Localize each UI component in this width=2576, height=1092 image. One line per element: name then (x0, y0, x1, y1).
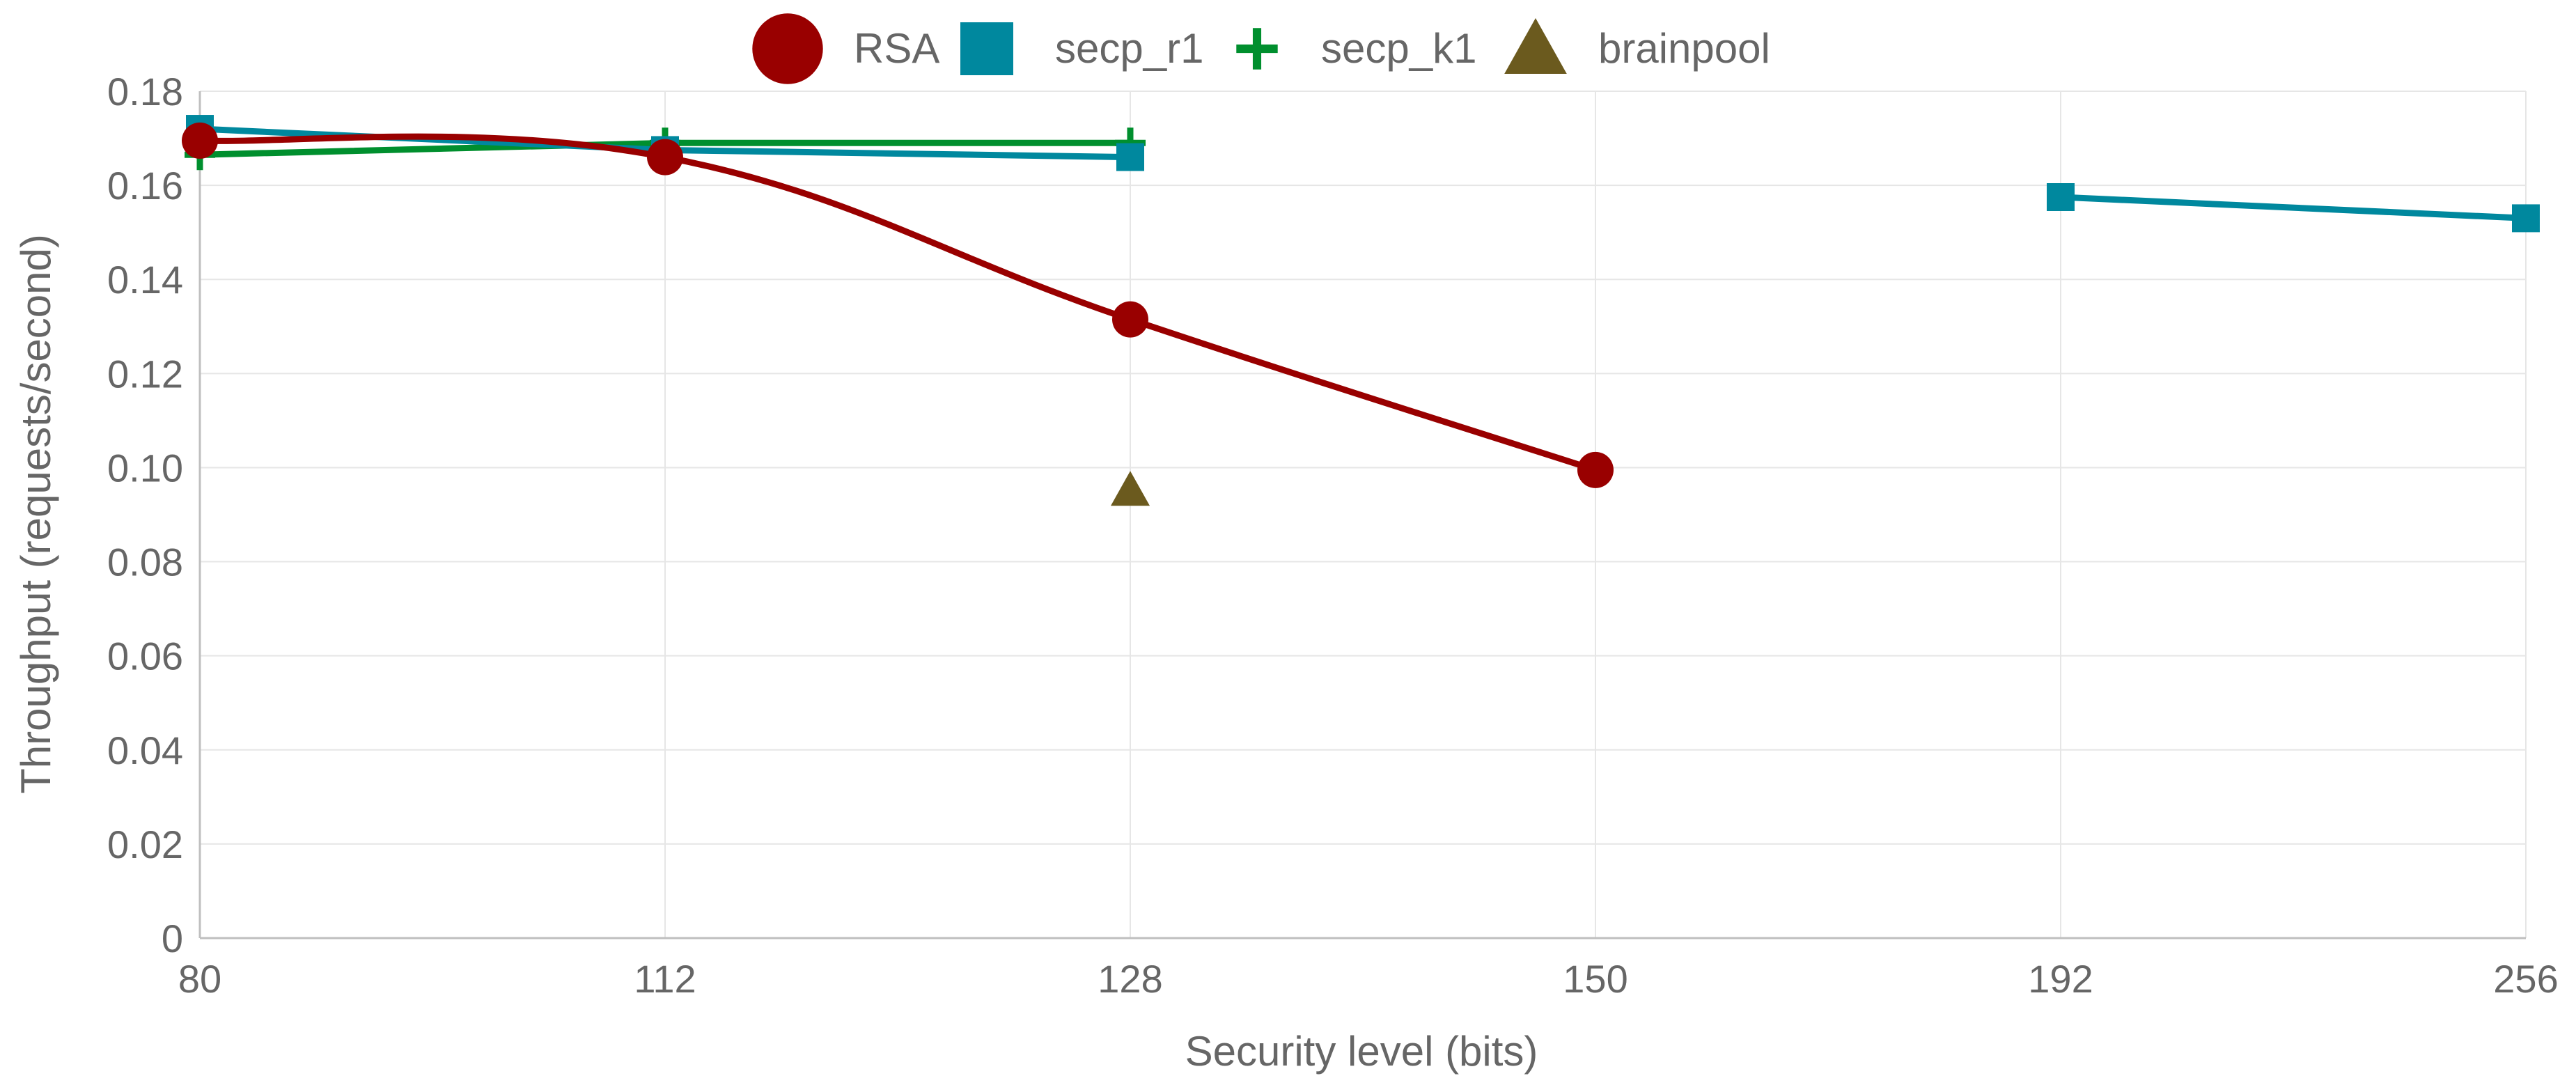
data-point-secp-r1 (1116, 143, 1144, 171)
series-rsa (182, 122, 1614, 488)
legend-marker-rsa (752, 13, 823, 84)
legend-marker-secp-k1 (1236, 28, 1278, 70)
axes: 0 0.02 0.04 0.06 0.08 0.10 0.12 0.14 0.16 0.18 80 1… (107, 70, 2559, 1001)
y-tick-label: 0.02 (107, 822, 183, 866)
legend-item-brainpool: brainpool (1504, 18, 1770, 74)
legend-label-secp-r1: secp_r1 (1055, 25, 1203, 72)
legend-marker-secp-r1 (960, 22, 1013, 75)
y-tick-label: 0.16 (107, 164, 183, 208)
y-tick-label: 0.08 (107, 540, 183, 584)
x-tick-label: 192 (2028, 957, 2093, 1001)
series-brainpool (1111, 471, 1150, 506)
legend-item-secp-r1: secp_r1 (960, 22, 1203, 75)
series-group (182, 115, 2540, 506)
x-tick-label: 256 (2493, 957, 2558, 1001)
legend: RSA secp_r1 secp_k1 brainpool (752, 13, 1770, 84)
y-axis-title: Throughput (requests/second) (13, 234, 59, 794)
y-tick-label: 0 (162, 916, 183, 960)
data-point-secp-r1 (2512, 204, 2540, 233)
x-tick-label: 150 (1563, 957, 1627, 1001)
x-tick-label: 128 (1098, 957, 1162, 1001)
data-point-rsa (1577, 451, 1614, 488)
legend-label-brainpool: brainpool (1598, 25, 1770, 72)
y-tick-label: 0.06 (107, 634, 183, 678)
data-point-rsa (647, 139, 683, 176)
series-line-secp-r1 (2057, 194, 2529, 221)
legend-marker-brainpool (1504, 18, 1567, 74)
data-point-rsa (1112, 301, 1148, 338)
data-point-rsa (182, 122, 218, 159)
x-tick-label: 112 (634, 957, 696, 1001)
y-tick-label: 0.10 (107, 446, 183, 490)
legend-label-rsa: RSA (854, 25, 939, 72)
data-point-secp-r1 (2047, 183, 2075, 211)
y-tick-label: 0.04 (107, 728, 183, 772)
y-tick-label: 0.14 (107, 258, 183, 302)
y-tick-label: 0.18 (107, 70, 183, 114)
gridlines (200, 91, 2527, 938)
y-tick-label: 0.12 (107, 352, 183, 396)
series-line-rsa (196, 133, 1599, 474)
legend-item-rsa: RSA (752, 13, 939, 84)
x-tick-label: 80 (178, 957, 221, 1001)
x-axis-title: Security level (bits) (1185, 1028, 1538, 1075)
legend-item-secp-k1: secp_k1 (1236, 25, 1476, 72)
legend-label-secp-k1: secp_k1 (1321, 25, 1476, 72)
data-point-brainpool (1111, 471, 1150, 506)
series-secp-r1 (186, 115, 2540, 233)
